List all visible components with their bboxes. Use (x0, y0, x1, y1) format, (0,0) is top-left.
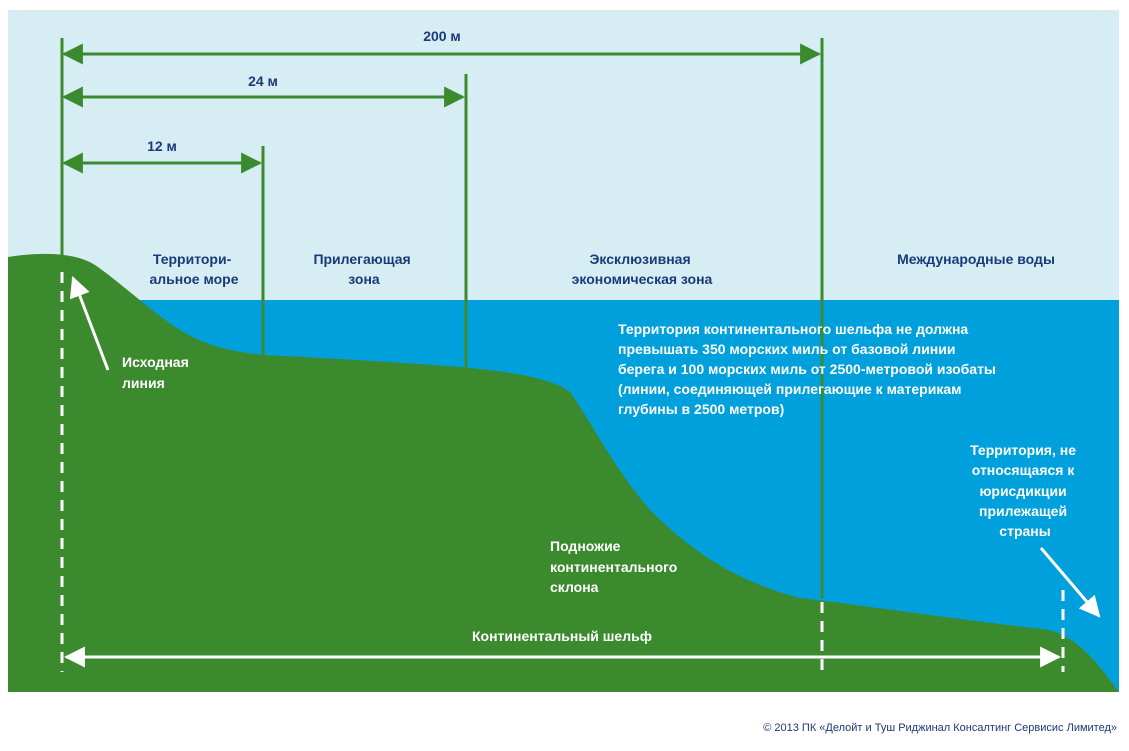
zone-label-territorial: Территори- альное море (149, 251, 238, 287)
zone-label-eez: Эксклюзивная экономическая зона (572, 251, 713, 287)
continental-shelf-label: Континентальный шельф (472, 628, 652, 644)
seabed-profile (8, 253, 1119, 692)
outside-jurisdiction-label: Территория, не относящаяся к юрисдикции … (970, 442, 1080, 539)
dimension-label-24: 24 м (248, 73, 278, 89)
dimension-label-200: 200 м (423, 28, 461, 44)
zone-label-contiguous: Прилегающая зона (313, 251, 414, 287)
zone-label-international: Международные воды (897, 251, 1055, 267)
baseline-label: Исходная линия (122, 354, 193, 391)
outside-pointer-arrow (1039, 547, 1101, 618)
baseline-pointer-arrow (69, 276, 110, 371)
dimension-label-12: 12 м (147, 138, 177, 154)
shelf-limit-note: Территория континентального шельфа не до… (618, 321, 1000, 417)
slope-foot-label: Подножие континентального склона (550, 538, 681, 595)
copyright-text: © 2013 ПК «Делойт и Туш Риджинал Консалт… (763, 722, 1117, 734)
